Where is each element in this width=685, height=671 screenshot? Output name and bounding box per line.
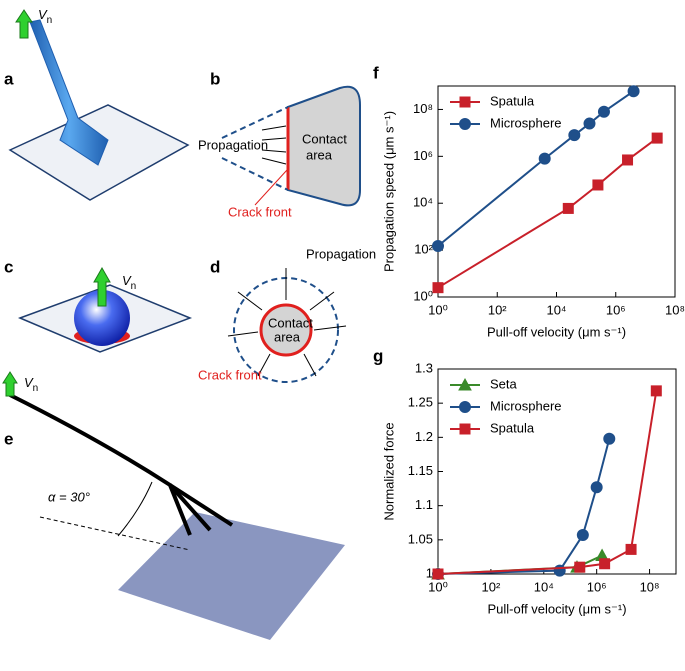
x-tick-label: 10² (488, 302, 507, 317)
legend-label: Spatula (490, 93, 535, 108)
marker (574, 561, 586, 573)
label: area (306, 147, 333, 162)
series-line (437, 438, 611, 575)
x-axis-label: Pull-off velocity (μm s⁻¹) (487, 601, 626, 616)
marker (432, 282, 444, 294)
marker (568, 129, 581, 142)
velocity-arrow (2, 371, 18, 397)
dash (221, 106, 289, 139)
panel-label: b (210, 69, 220, 88)
marker (599, 558, 611, 570)
angle-label: α = 30° (48, 489, 90, 504)
y-tick-label: 1.1 (415, 497, 433, 512)
panel-label: e (4, 429, 13, 448)
x-tick-label: 10⁰ (428, 302, 448, 317)
fibers (9, 393, 234, 536)
panel-label: f (373, 63, 379, 82)
y-tick-label: 10⁰ (413, 288, 433, 303)
panel-label: g (373, 346, 383, 365)
legend-label: Spatula (490, 420, 535, 435)
label: Crack front (198, 367, 262, 382)
marker (651, 132, 663, 144)
marker (590, 481, 603, 494)
x-tick-label: 10⁸ (640, 579, 660, 594)
label: area (274, 329, 301, 344)
marker (603, 432, 616, 445)
y-tick-label: 1 (426, 565, 433, 580)
sphere (74, 290, 130, 346)
marker (583, 117, 596, 130)
x-tick-label: 10⁴ (534, 579, 554, 594)
marker (625, 543, 637, 555)
series-line (437, 90, 635, 247)
y-tick-label: 10² (414, 242, 433, 257)
x-tick-label: 10⁴ (546, 302, 566, 317)
marker (458, 377, 472, 391)
x-tick-label: 10⁶ (606, 302, 626, 317)
spatula (29, 19, 109, 166)
legend-label: Seta (490, 376, 518, 391)
reference-line (39, 516, 191, 551)
y-tick-label: 1.15 (408, 463, 433, 478)
y-tick-label: 10⁶ (413, 148, 433, 163)
contact-circle (259, 303, 313, 357)
x-tick-label: 10⁰ (428, 579, 448, 594)
legend-label: Microsphere (490, 398, 562, 413)
marker (459, 401, 471, 413)
dash (221, 157, 289, 191)
marker (432, 568, 444, 580)
marker (622, 154, 634, 166)
contact-shape (287, 85, 361, 207)
x-tick-label: 10² (481, 579, 500, 594)
velocity-arrow (93, 266, 111, 307)
marker (562, 202, 574, 214)
label: Propagation (306, 246, 376, 261)
marker (592, 179, 604, 191)
panel-label: d (210, 257, 220, 276)
arrows (261, 125, 287, 165)
marker (553, 564, 566, 577)
x-tick-label: 10⁸ (665, 302, 685, 317)
x-tick-label: 10⁶ (587, 579, 607, 594)
y-tick-label: 1.05 (408, 531, 433, 546)
x-axis-label: Pull-off velocity (μm s⁻¹) (487, 324, 626, 339)
marker (459, 96, 471, 108)
marker (538, 152, 551, 165)
velocity-label: Vn (24, 375, 38, 393)
y-tick-label: 1.25 (408, 395, 433, 410)
pointer (254, 169, 288, 206)
label: Propagation (198, 137, 268, 152)
velocity-label: Vn (38, 7, 52, 25)
marker (597, 105, 610, 118)
marker (576, 529, 589, 542)
label: Crack front (228, 204, 292, 219)
marker (650, 385, 662, 397)
velocity-label: Vn (122, 273, 136, 291)
marker (627, 85, 640, 98)
substrate (118, 512, 345, 640)
marker (432, 239, 444, 252)
y-tick-label: 1.3 (415, 360, 433, 375)
marker (459, 118, 471, 130)
y-tick-label: 1.2 (415, 429, 433, 444)
panel-label: c (4, 257, 13, 276)
arrows (227, 268, 347, 377)
label: Contact (268, 315, 313, 330)
legend-label: Microsphere (490, 115, 562, 130)
y-tick-label: 10⁴ (413, 195, 433, 210)
y-axis-label: Propagation speed (μm s⁻¹) (381, 111, 396, 272)
panel-label: a (4, 69, 14, 88)
label: Contact (302, 131, 347, 146)
angle-arc (117, 481, 153, 537)
velocity-arrow (15, 9, 33, 39)
marker (459, 423, 471, 435)
y-tick-label: 10⁸ (413, 101, 433, 116)
y-axis-label: Normalized force (381, 422, 396, 520)
series-line (437, 390, 658, 575)
